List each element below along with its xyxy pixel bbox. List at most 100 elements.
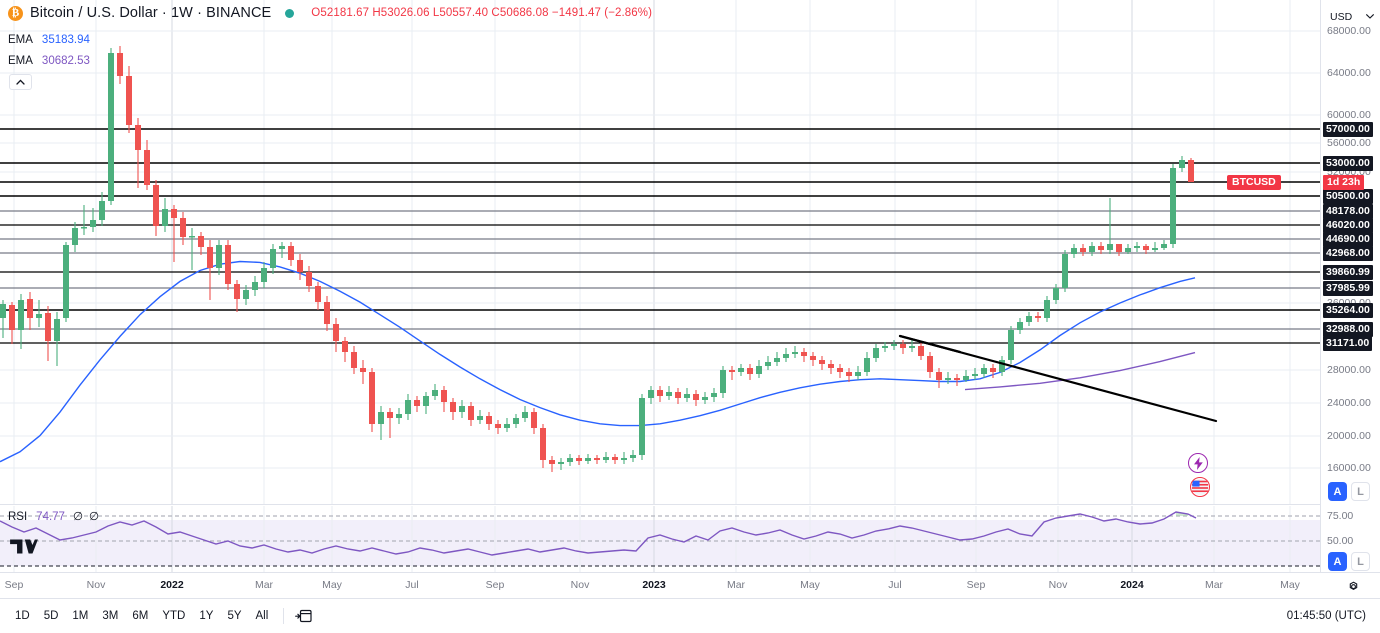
minor-resistance[interactable] bbox=[898, 334, 962, 354]
price-level-badge[interactable]: 57000.00 bbox=[1323, 122, 1373, 137]
rsi-line bbox=[0, 511, 1197, 556]
price-level-badge[interactable]: 46020.00 bbox=[1323, 218, 1373, 233]
symbol-price-tag[interactable]: BTCUSD bbox=[1227, 175, 1281, 190]
alert-button-rsi[interactable]: A bbox=[1328, 552, 1347, 571]
candle-body bbox=[684, 394, 690, 398]
time-axis-divider bbox=[0, 572, 1380, 573]
candle-body bbox=[270, 249, 276, 268]
time-axis-tick: Nov bbox=[1048, 579, 1068, 591]
candle-body bbox=[801, 352, 807, 356]
series-visibility-dot-icon[interactable] bbox=[285, 8, 295, 18]
timeframe-button-5y[interactable]: 5Y bbox=[227, 610, 242, 622]
candlestick bbox=[270, 244, 276, 274]
candlestick bbox=[27, 292, 33, 330]
candle-body bbox=[450, 402, 456, 412]
candle-body bbox=[927, 356, 933, 372]
candle-body bbox=[1053, 288, 1059, 300]
candlestick bbox=[198, 232, 204, 255]
lock-scale-button-rsi[interactable]: L bbox=[1351, 552, 1370, 571]
candlestick bbox=[513, 414, 519, 428]
price-level-badge[interactable]: 44690.00 bbox=[1323, 232, 1373, 247]
time-axis-tick: 2024 bbox=[1120, 579, 1144, 591]
time-axis-tick: Mar bbox=[254, 579, 274, 591]
rsi-axis-tick: 75.00 bbox=[1327, 510, 1354, 522]
indicator-legend-rsi[interactable]: RSI 74.77 ∅ ∅ bbox=[8, 509, 99, 523]
lock-scale-button[interactable]: L bbox=[1351, 482, 1370, 501]
timeframe-button-all[interactable]: All bbox=[255, 610, 269, 622]
candle-body bbox=[765, 362, 771, 366]
timeframe-button-5d[interactable]: 5D bbox=[43, 610, 59, 622]
candle-body bbox=[621, 458, 627, 460]
candle-body bbox=[603, 457, 609, 460]
price-level-badge[interactable]: 48178.00 bbox=[1323, 204, 1373, 219]
pane-divider bbox=[0, 504, 1320, 505]
candle-body bbox=[675, 392, 681, 398]
time-axis-tick: May bbox=[322, 579, 342, 591]
rsi-chart-svg[interactable] bbox=[0, 506, 1320, 572]
price-level-badge[interactable]: 32988.00 bbox=[1323, 322, 1373, 337]
candlestick bbox=[387, 408, 393, 438]
main-chart-svg[interactable] bbox=[0, 0, 1320, 505]
timeframe-button-3m[interactable]: 3M bbox=[102, 610, 119, 622]
timeframe-button-6m[interactable]: 6M bbox=[132, 610, 149, 622]
candlestick bbox=[972, 368, 978, 380]
candlestick bbox=[720, 366, 726, 398]
candle-body bbox=[252, 282, 258, 290]
rsi-scale-buttons[interactable]: A L bbox=[1328, 552, 1370, 571]
indicator-legend-ema-2[interactable]: EMA 30682.53 bbox=[8, 55, 90, 67]
price-level-badge[interactable]: 37985.99 bbox=[1323, 281, 1373, 296]
timeframe-buttons: 1D 5D 1M 3M 6M YTD 1Y 5Y All bbox=[8, 607, 275, 625]
candle-body bbox=[999, 360, 1005, 372]
earnings-event-icon[interactable] bbox=[1188, 453, 1208, 473]
candlestick bbox=[306, 266, 312, 292]
candle-body bbox=[666, 392, 672, 396]
candlestick bbox=[1062, 250, 1068, 292]
candlestick bbox=[711, 388, 717, 402]
candlestick bbox=[1179, 156, 1185, 172]
candle-body bbox=[945, 378, 951, 380]
price-level-badge[interactable]: 31171.00 bbox=[1323, 336, 1373, 351]
candle-body bbox=[693, 394, 699, 400]
candle-body bbox=[369, 372, 375, 424]
price-level-badge[interactable]: 39860.99 bbox=[1323, 265, 1373, 280]
candlestick bbox=[567, 454, 573, 466]
candlestick bbox=[36, 300, 42, 327]
timeframe-button-ytd[interactable]: YTD bbox=[162, 610, 186, 622]
price-axis[interactable]: USD 68000.00 64000.00 60000.00 56000.00 5200… bbox=[1320, 0, 1380, 572]
currency-selector[interactable]: USD bbox=[1327, 8, 1377, 25]
us-flag-event-icon[interactable] bbox=[1190, 477, 1210, 497]
candlestick bbox=[1152, 242, 1158, 252]
main-chart-pane[interactable] bbox=[0, 0, 1320, 505]
alert-button[interactable]: A bbox=[1328, 482, 1347, 501]
timeframe-button-1y[interactable]: 1Y bbox=[199, 610, 214, 622]
collapse-legend-button[interactable] bbox=[9, 74, 32, 90]
price-level-badge[interactable]: 35264.00 bbox=[1323, 303, 1373, 318]
timezone-button[interactable] bbox=[1345, 577, 1362, 594]
price-scale-buttons[interactable]: A L bbox=[1328, 482, 1370, 501]
date-range-icon[interactable] bbox=[292, 606, 314, 626]
candle-body bbox=[306, 272, 312, 286]
indicator-legend-ema-1[interactable]: EMA 35183.94 bbox=[8, 34, 90, 46]
price-level-badge[interactable]: 42968.00 bbox=[1323, 246, 1373, 261]
candle-body bbox=[900, 344, 906, 348]
candle-body bbox=[981, 368, 987, 374]
rsi-pane[interactable] bbox=[0, 506, 1320, 572]
time-axis-tick: Jul bbox=[405, 579, 419, 591]
candlestick bbox=[243, 285, 249, 305]
candlestick bbox=[864, 352, 870, 376]
candlestick bbox=[873, 344, 879, 362]
candle-body bbox=[1152, 248, 1158, 250]
candlestick bbox=[252, 276, 258, 296]
candle-body bbox=[513, 418, 519, 424]
candle-body bbox=[261, 268, 267, 282]
chevron-up-icon bbox=[16, 79, 25, 85]
price-level-badge[interactable]: 53000.00 bbox=[1323, 156, 1373, 171]
candle-body bbox=[486, 416, 492, 424]
time-axis[interactable]: Sep Nov 2022 Mar May Jul Sep Nov 2023 Mar May Jul Se… bbox=[0, 573, 1380, 598]
candle-body bbox=[477, 416, 483, 420]
timeframe-button-1m[interactable]: 1M bbox=[72, 610, 89, 622]
symbol-title[interactable]: Bitcoin / U.S. Dollar · 1W · BINANCE bbox=[30, 5, 272, 21]
price-level-badge[interactable]: 50500.00 bbox=[1323, 189, 1373, 204]
timeframe-button-1d[interactable]: 1D bbox=[15, 610, 30, 622]
